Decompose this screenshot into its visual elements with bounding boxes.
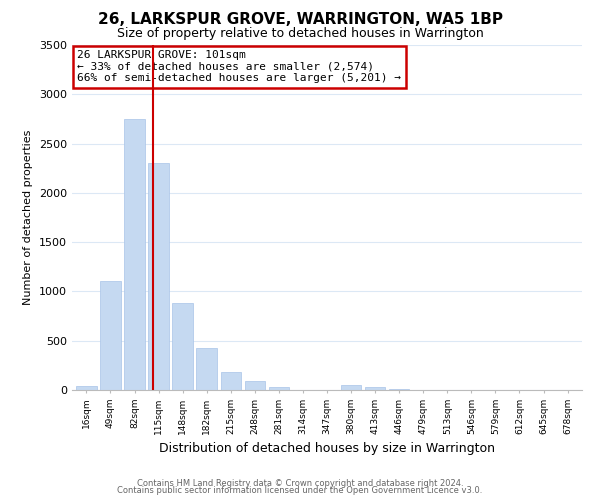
Bar [148, 164, 169, 390]
Bar [172, 304, 193, 390]
Bar [100, 280, 121, 390]
Bar [221, 372, 241, 390]
Bar [76, 386, 97, 390]
Y-axis label: Number of detached properties: Number of detached properties [23, 130, 34, 305]
Text: Contains HM Land Registry data © Crown copyright and database right 2024.: Contains HM Land Registry data © Crown c… [137, 478, 463, 488]
Bar [269, 386, 289, 390]
Bar [341, 385, 361, 390]
Bar [124, 119, 145, 390]
Bar [196, 348, 217, 390]
X-axis label: Distribution of detached houses by size in Warrington: Distribution of detached houses by size … [159, 442, 495, 456]
Bar [245, 380, 265, 390]
Bar [365, 387, 385, 390]
Text: 26 LARKSPUR GROVE: 101sqm
← 33% of detached houses are smaller (2,574)
66% of se: 26 LARKSPUR GROVE: 101sqm ← 33% of detac… [77, 50, 401, 84]
Text: Size of property relative to detached houses in Warrington: Size of property relative to detached ho… [116, 28, 484, 40]
Text: 26, LARKSPUR GROVE, WARRINGTON, WA5 1BP: 26, LARKSPUR GROVE, WARRINGTON, WA5 1BP [97, 12, 503, 28]
Text: Contains public sector information licensed under the Open Government Licence v3: Contains public sector information licen… [118, 486, 482, 495]
Bar [389, 389, 409, 390]
